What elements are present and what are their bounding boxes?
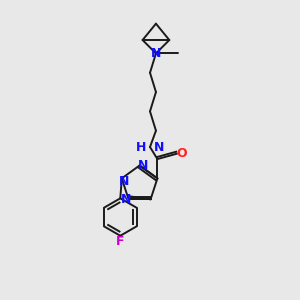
Text: H: H [136, 140, 146, 154]
Text: O: O [177, 147, 188, 160]
Text: N: N [119, 176, 129, 188]
Text: N: N [151, 47, 161, 60]
Text: F: F [116, 235, 124, 248]
Text: N: N [154, 140, 164, 154]
Text: N: N [138, 159, 148, 172]
Text: N: N [121, 193, 131, 206]
